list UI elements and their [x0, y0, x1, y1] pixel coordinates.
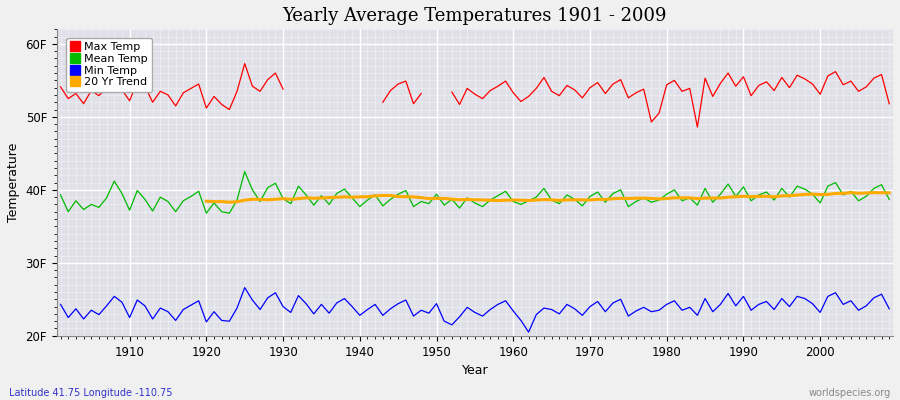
- Text: Latitude 41.75 Longitude -110.75: Latitude 41.75 Longitude -110.75: [9, 388, 173, 398]
- Legend: Max Temp, Mean Temp, Min Temp, 20 Yr Trend: Max Temp, Mean Temp, Min Temp, 20 Yr Tre…: [67, 38, 152, 92]
- Title: Yearly Average Temperatures 1901 - 2009: Yearly Average Temperatures 1901 - 2009: [283, 7, 667, 25]
- Y-axis label: Temperature: Temperature: [7, 143, 20, 222]
- X-axis label: Year: Year: [462, 364, 488, 377]
- Text: worldspecies.org: worldspecies.org: [809, 388, 891, 398]
